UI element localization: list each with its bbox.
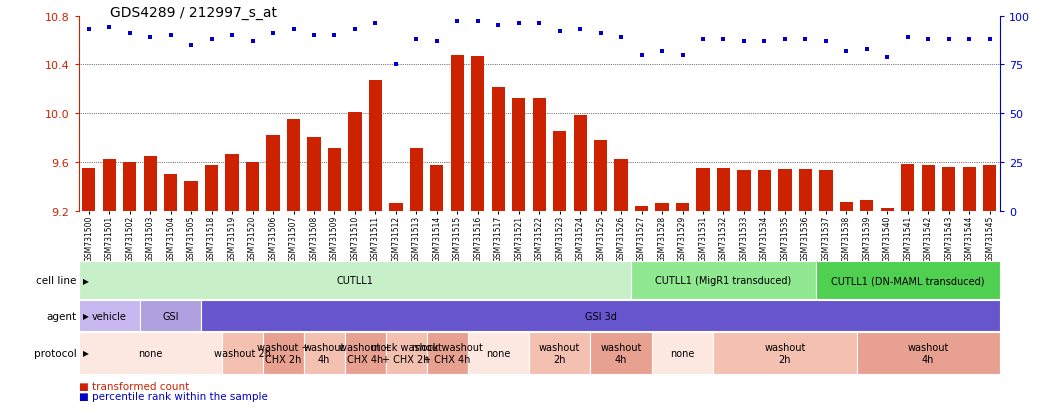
Bar [246,162,260,211]
Text: mock washout
+ CHX 2h: mock washout + CHX 2h [371,342,442,364]
Bar [225,155,239,211]
Bar [205,166,218,211]
Bar [594,140,607,211]
Text: washout
4h: washout 4h [908,342,949,364]
Text: ▶: ▶ [83,311,89,320]
Bar [184,182,198,211]
Bar [103,160,116,211]
Bar [82,169,95,211]
Bar [983,166,997,211]
Bar [124,162,136,211]
Bar [655,204,669,211]
Text: washout
2h: washout 2h [539,342,580,364]
Text: ■ percentile rank within the sample: ■ percentile rank within the sample [79,392,267,401]
Text: cell line: cell line [36,275,76,285]
Bar [717,169,730,211]
Text: CUTLL1 (MigR1 transduced): CUTLL1 (MigR1 transduced) [655,275,792,285]
Text: washout
2h: washout 2h [764,342,805,364]
Text: washout +
CHX 4h: washout + CHX 4h [339,342,392,364]
Bar [328,149,341,211]
Text: ■ transformed count: ■ transformed count [79,381,188,391]
Bar [615,160,628,211]
Bar [799,170,812,211]
Bar [676,204,689,211]
Bar [861,200,873,211]
Text: none: none [138,348,162,358]
Text: GSI 3d: GSI 3d [584,311,617,321]
Bar [962,167,976,211]
Bar [921,166,935,211]
Text: GSI: GSI [162,311,179,321]
Bar [287,120,300,211]
Bar [450,55,464,211]
Text: vehicle: vehicle [92,311,127,321]
Bar [349,113,361,211]
Bar [758,171,771,211]
Bar [266,135,280,211]
Bar [471,57,485,211]
Bar [512,99,526,211]
Bar [901,165,914,211]
Text: none: none [486,348,511,358]
Text: ▶: ▶ [83,349,89,358]
Bar [389,204,402,211]
Bar [164,175,177,211]
Bar [634,206,648,211]
Bar [574,116,586,211]
Text: GDS4289 / 212997_s_at: GDS4289 / 212997_s_at [110,6,277,20]
Bar [819,171,832,211]
Bar [143,157,157,211]
Bar [409,149,423,211]
Text: CUTLL1 (DN-MAML transduced): CUTLL1 (DN-MAML transduced) [831,275,984,285]
Text: none: none [670,348,695,358]
Bar [430,166,444,211]
Text: ▶: ▶ [83,276,89,285]
Text: washout
4h: washout 4h [600,342,642,364]
Text: washout +
CHX 2h: washout + CHX 2h [257,342,310,364]
Bar [492,88,505,211]
Bar [308,138,320,211]
Text: protocol: protocol [34,348,76,358]
Bar [942,167,955,211]
Bar [840,202,853,211]
Bar [533,99,545,211]
Text: washout
4h: washout 4h [304,342,344,364]
Bar [696,169,710,211]
Bar [881,209,894,211]
Bar [778,170,792,211]
Text: CUTLL1: CUTLL1 [336,275,374,285]
Text: agent: agent [46,311,76,321]
Bar [553,132,566,211]
Text: mock washout
+ CHX 4h: mock washout + CHX 4h [411,342,483,364]
Text: washout 2h: washout 2h [214,348,271,358]
Bar [737,171,751,211]
Bar [369,81,382,211]
